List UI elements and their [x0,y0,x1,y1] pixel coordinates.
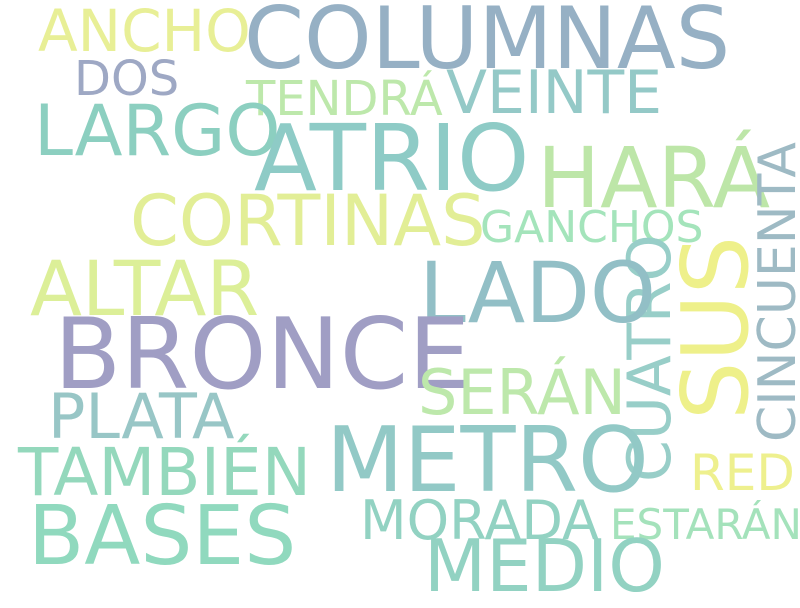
word-dos: DOS [74,51,180,107]
word-tendra: TENDRÁ [246,71,443,127]
word-morada: MORADA [360,489,599,552]
word-metro: METRO [326,408,649,513]
word-veinte: VEINTE [446,58,663,128]
word-atrio: ATRIO [254,105,530,212]
word-cortinas: CORTINAS [130,180,486,262]
word-largo: LARGO [34,90,281,172]
word-bronce: BRONCE [54,298,471,412]
word-tambien: TAMBIÉN [18,434,312,511]
word-ancho: ANCHO [38,0,251,65]
word-estaran: ESTARÁN [610,500,800,549]
word-bases: BASES [28,489,297,584]
word-red: RED [690,444,795,502]
word-hara: HARÁ [537,129,771,227]
word-seran: SERÁN [418,356,626,429]
word-columnas: COLUMNAS [244,0,731,89]
word-lado: LADO [419,244,656,342]
word-altar: ALTAR [30,244,260,333]
word-plata: PLATA [48,380,235,453]
word-ganchos: GANCHOS [480,202,704,253]
word-medio: MEDIO [424,524,665,608]
